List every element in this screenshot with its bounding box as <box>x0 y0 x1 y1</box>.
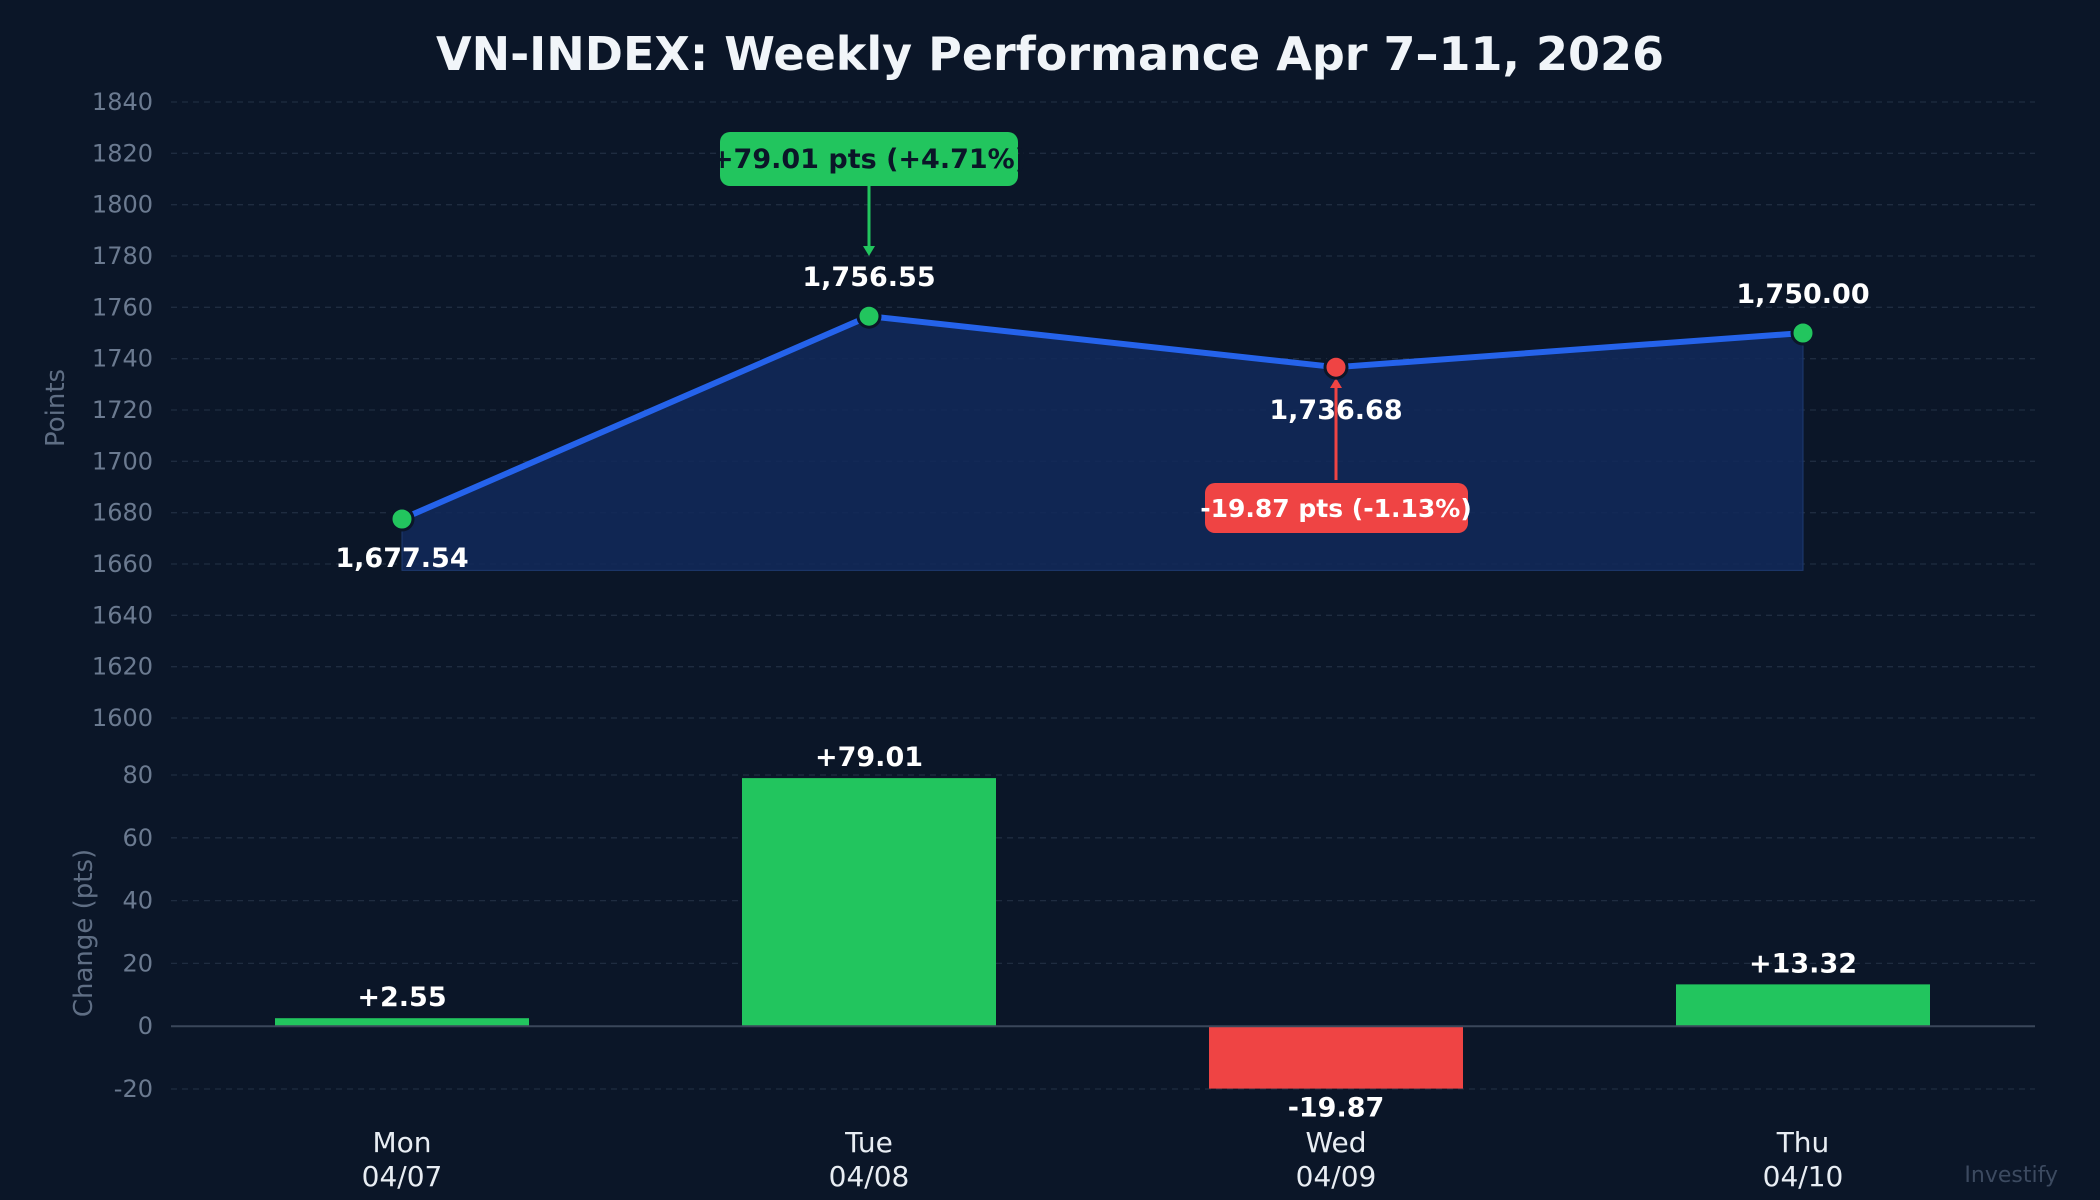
bar-y-tick-label: 20 <box>122 949 153 977</box>
bar-y-tick-label: 0 <box>138 1012 153 1040</box>
change-bar <box>1209 1026 1463 1089</box>
annotation-text-loss: -19.87 pts (-1.13%) <box>1200 494 1472 523</box>
y-tick-label: 1780 <box>92 242 153 270</box>
bar-value-label: +2.55 <box>357 982 446 1013</box>
x-date-label: 04/09 <box>1296 1160 1377 1193</box>
bar-y-tick-label: 80 <box>122 761 153 789</box>
change-bar <box>742 778 996 1027</box>
bar-value-label: +13.32 <box>1749 948 1857 979</box>
point-value-label: 1,736.68 <box>1269 395 1402 426</box>
y-tick-label: 1660 <box>92 550 153 578</box>
index-line <box>400 313 1804 522</box>
bar-value-label: +79.01 <box>815 742 923 773</box>
y-tick-label: 1800 <box>92 191 153 219</box>
annotation-box-loss <box>1205 483 1468 533</box>
x-day-label: Tue <box>844 1126 893 1159</box>
x-date-label: 04/07 <box>362 1160 443 1193</box>
data-point <box>1790 320 1816 346</box>
y-tick-label: 1680 <box>92 499 153 527</box>
bar-y-tick-label: -20 <box>114 1075 153 1103</box>
y-tick-label: 1840 <box>92 88 153 116</box>
y-tick-label: 1640 <box>92 601 153 629</box>
bar-y-tick-label: 60 <box>122 824 153 852</box>
y-tick-label: 1820 <box>92 139 153 167</box>
data-point <box>1323 354 1349 380</box>
chart-title: VN-INDEX: Weekly Performance Apr 7–11, 2… <box>436 27 1664 81</box>
annotation-box-gain <box>720 132 1018 186</box>
point-value-label: 1,750.00 <box>1736 279 1869 310</box>
x-day-label: Mon <box>372 1126 431 1159</box>
y-tick-label: 1740 <box>92 345 153 373</box>
x-day-label: Thu <box>1776 1126 1830 1159</box>
point-value-label: 1,756.55 <box>802 262 935 293</box>
line-y-axis-label: Points <box>41 369 71 447</box>
x-date-label: 04/10 <box>1763 1160 1844 1193</box>
watermark: Investify <box>1964 1163 2058 1188</box>
bar-y-axis-label: Change (pts) <box>69 849 99 1017</box>
area-fill <box>401 315 1804 571</box>
x-day-label: Wed <box>1305 1126 1366 1159</box>
y-tick-label: 1760 <box>92 293 153 321</box>
x-date-label: 04/08 <box>829 1160 910 1193</box>
y-tick-label: 1600 <box>92 704 153 732</box>
change-bar <box>1676 984 1930 1027</box>
bar-y-tick-label: 40 <box>122 887 153 915</box>
y-tick-label: 1720 <box>92 396 153 424</box>
data-point <box>389 506 415 532</box>
y-tick-label: 1620 <box>92 653 153 681</box>
bar-value-label: -19.87 <box>1288 1093 1385 1124</box>
y-tick-label: 1700 <box>92 447 153 475</box>
change-bar <box>275 1018 529 1027</box>
arrow-head <box>1330 378 1342 388</box>
data-point <box>856 303 882 329</box>
point-value-label: 1,677.54 <box>335 543 468 574</box>
arrow-head <box>863 246 875 256</box>
annotation-text-gain: +79.01 pts (+4.71%) <box>711 144 1027 175</box>
